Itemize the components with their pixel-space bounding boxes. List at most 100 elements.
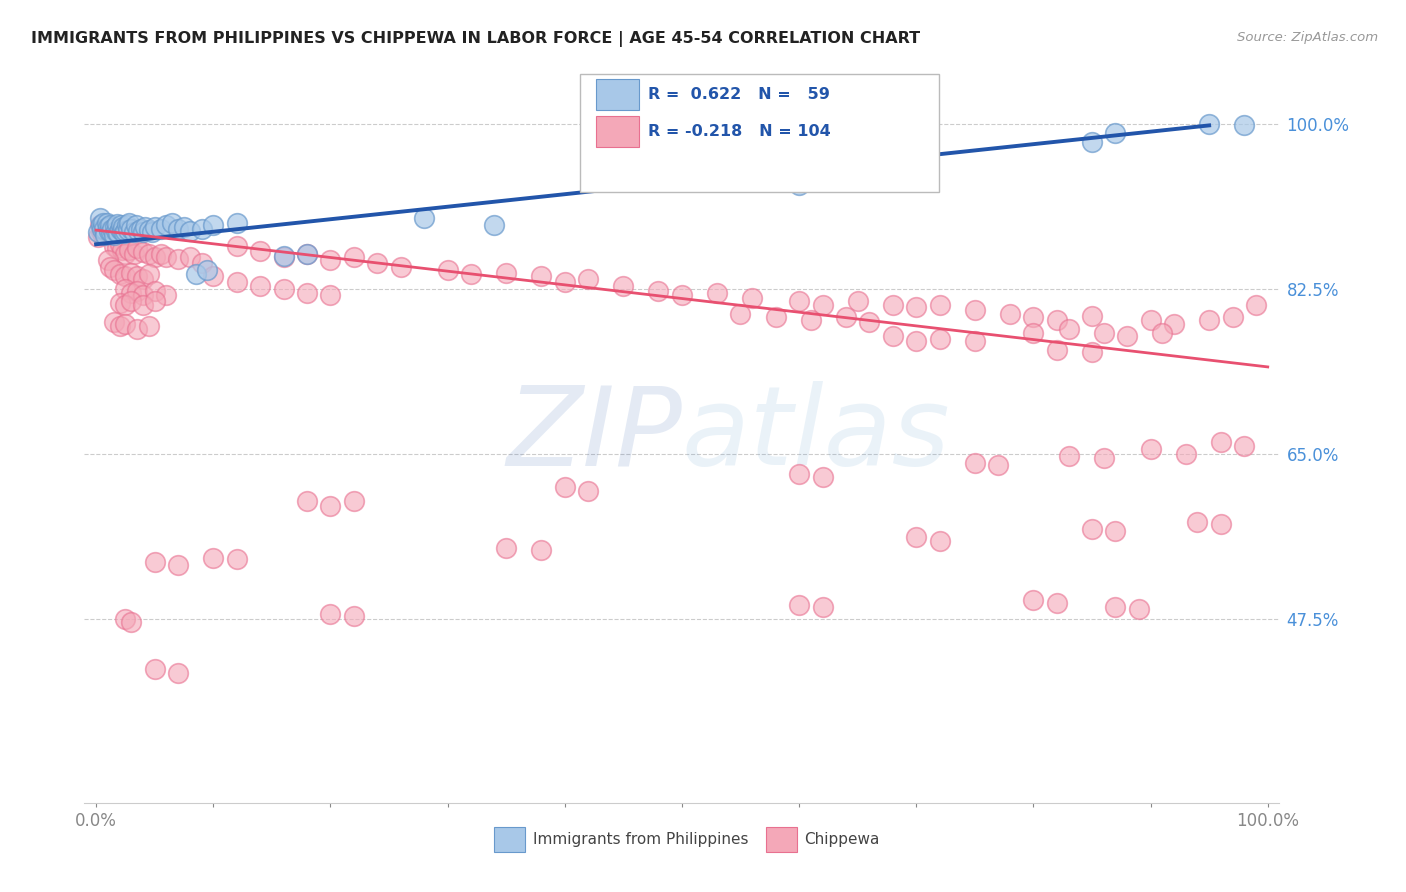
Point — [105, 224, 127, 238]
Point — [249, 278, 271, 293]
Point — [155, 251, 177, 265]
Point — [811, 470, 834, 484]
Point — [202, 269, 225, 284]
Point — [787, 467, 810, 482]
Point — [138, 223, 160, 237]
Point — [1104, 599, 1126, 614]
Point — [319, 253, 342, 268]
Point — [93, 222, 115, 236]
Point — [138, 268, 160, 282]
Point — [1022, 310, 1045, 324]
Point — [114, 224, 136, 238]
FancyBboxPatch shape — [596, 79, 638, 111]
Point — [120, 293, 142, 308]
Point — [1092, 451, 1115, 466]
Point — [273, 251, 295, 265]
Point — [765, 310, 787, 324]
Point — [108, 268, 131, 282]
Point — [122, 246, 145, 260]
Point — [1092, 326, 1115, 340]
Point — [436, 262, 458, 277]
Point — [1104, 524, 1126, 538]
Point — [576, 484, 599, 499]
Point — [105, 241, 128, 255]
Point — [96, 216, 118, 230]
Text: IMMIGRANTS FROM PHILIPPINES VS CHIPPEWA IN LABOR FORCE | AGE 45-54 CORRELATION C: IMMIGRANTS FROM PHILIPPINES VS CHIPPEWA … — [31, 31, 920, 47]
Point — [143, 662, 166, 676]
Point — [114, 246, 136, 260]
Point — [98, 260, 121, 274]
Point — [1209, 517, 1232, 532]
Point — [835, 310, 858, 324]
FancyBboxPatch shape — [766, 827, 797, 852]
Point — [495, 266, 517, 280]
Point — [1046, 596, 1069, 610]
Point — [111, 224, 134, 238]
Point — [143, 285, 166, 299]
Point — [706, 286, 728, 301]
Point — [1222, 310, 1244, 324]
Point — [671, 288, 693, 302]
Point — [97, 222, 120, 236]
Point — [225, 552, 247, 566]
Point — [179, 251, 201, 265]
Point — [1046, 312, 1069, 326]
Point — [366, 256, 388, 270]
Point — [120, 286, 142, 301]
Point — [905, 530, 928, 544]
Point — [343, 251, 366, 265]
Point — [149, 246, 172, 260]
Point — [530, 543, 553, 558]
Point — [120, 222, 142, 236]
Point — [787, 598, 810, 612]
Point — [905, 154, 928, 169]
Point — [138, 319, 160, 334]
Point — [787, 178, 810, 192]
Point — [1187, 515, 1209, 529]
Point — [730, 307, 752, 321]
Point — [103, 227, 125, 242]
Point — [108, 237, 131, 252]
Point — [179, 224, 201, 238]
Point — [1128, 602, 1150, 616]
Point — [846, 293, 869, 308]
Point — [1163, 317, 1185, 331]
Point — [530, 269, 553, 284]
Point — [1116, 328, 1139, 343]
Point — [143, 251, 166, 265]
Point — [787, 293, 810, 308]
Point — [114, 282, 136, 296]
Point — [1198, 116, 1220, 130]
Point — [87, 229, 110, 244]
Point — [114, 269, 136, 284]
Point — [963, 334, 986, 348]
Point — [105, 227, 127, 242]
Y-axis label: In Labor Force | Age 45-54: In Labor Force | Age 45-54 — [0, 326, 8, 544]
Point — [89, 211, 111, 225]
Point — [173, 220, 195, 235]
Point — [132, 288, 155, 302]
Point — [319, 499, 342, 513]
Point — [143, 293, 166, 308]
Point — [94, 225, 117, 239]
Point — [905, 334, 928, 348]
Point — [97, 253, 120, 268]
Point — [882, 328, 904, 343]
Point — [104, 220, 127, 235]
Point — [1022, 326, 1045, 340]
Point — [858, 315, 880, 329]
Point — [112, 227, 135, 242]
Point — [190, 222, 212, 236]
Point — [97, 220, 120, 235]
Point — [202, 550, 225, 565]
Point — [120, 615, 142, 629]
Point — [484, 219, 506, 233]
Point — [115, 219, 138, 233]
Point — [132, 244, 155, 259]
Point — [98, 220, 121, 235]
Point — [112, 226, 135, 240]
Point — [987, 458, 1010, 472]
Point — [1104, 126, 1126, 140]
Point — [647, 285, 669, 299]
Point — [963, 456, 986, 470]
